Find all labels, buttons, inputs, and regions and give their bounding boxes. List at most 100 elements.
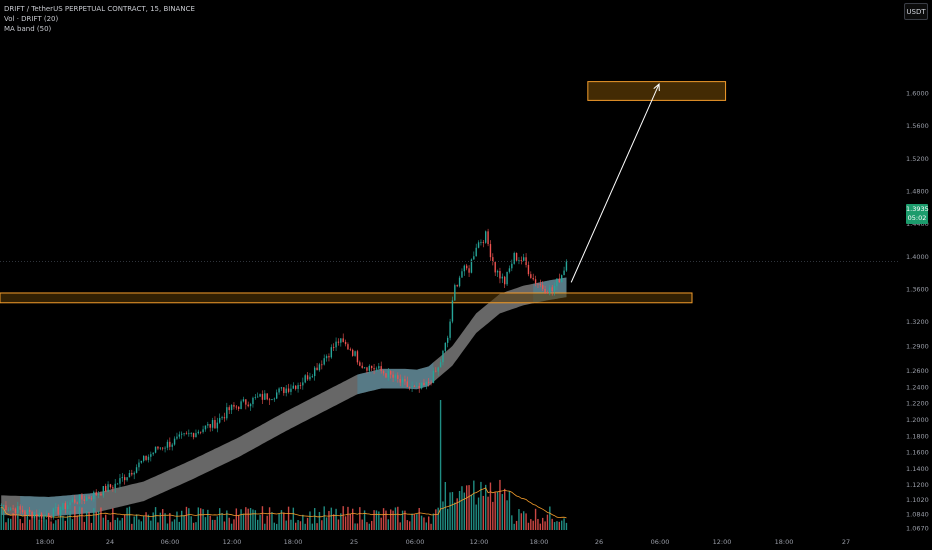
volume-bar xyxy=(347,506,349,530)
candle-body xyxy=(451,300,454,322)
candle-body xyxy=(344,341,347,345)
volume-bar xyxy=(368,523,371,530)
volume-bar xyxy=(233,519,235,530)
time-tick-label: 18:00 xyxy=(530,538,549,546)
candle-body xyxy=(254,397,257,398)
candle-body xyxy=(458,277,461,287)
volume-bar xyxy=(50,521,52,530)
candle-body xyxy=(119,478,121,484)
candle-body xyxy=(325,356,328,359)
candle-body xyxy=(24,512,26,515)
candle-body xyxy=(285,388,287,394)
volume-bar xyxy=(14,514,17,530)
volume-bar xyxy=(523,511,525,530)
legend-volume[interactable]: Vol · DRIFT (20) xyxy=(4,15,59,23)
volume-bar xyxy=(71,519,74,530)
candle-body xyxy=(432,370,435,383)
volume-bar xyxy=(504,488,506,530)
volume-bar xyxy=(430,523,432,530)
candle-body xyxy=(447,337,449,343)
candle-body xyxy=(211,420,214,428)
candle-body xyxy=(273,398,276,400)
price-tick-label: 1.6000 xyxy=(906,90,929,98)
candle-body xyxy=(328,356,330,358)
time-tick-label: 18:00 xyxy=(775,538,794,546)
volume-bar xyxy=(169,513,171,530)
candle-body xyxy=(368,365,371,371)
volume-bar xyxy=(442,501,444,530)
projection-arrow xyxy=(570,83,660,283)
volume-bar xyxy=(143,515,145,530)
legend-symbol[interactable]: DRIFT / TetherUS PERPETUAL CONTRACT, 15,… xyxy=(4,5,195,13)
candle-body xyxy=(133,472,135,475)
price-tick-label: 1.2600 xyxy=(906,367,929,375)
candle-body xyxy=(95,491,97,495)
volume-bar xyxy=(409,521,411,530)
volume-bar xyxy=(107,519,109,530)
candle-body xyxy=(475,247,477,257)
volume-bar xyxy=(335,508,337,530)
candle-body xyxy=(449,321,451,338)
volume-bar xyxy=(539,523,542,530)
volume-bar xyxy=(356,523,359,530)
volume-bar xyxy=(352,508,354,530)
legend-ma[interactable]: MA band (50) xyxy=(4,25,52,33)
volume-bar xyxy=(2,510,5,530)
candle-body xyxy=(226,407,228,419)
volume-bar xyxy=(221,513,223,530)
volume-bar xyxy=(549,506,551,530)
candle-body xyxy=(116,483,119,485)
candle-body xyxy=(21,509,24,513)
candle-body xyxy=(394,375,397,378)
price-tick-label: 1.2000 xyxy=(906,416,929,424)
candle-body xyxy=(112,487,114,489)
price-tick-label: 1.5600 xyxy=(906,122,929,130)
time-tick-label: 24 xyxy=(106,538,114,546)
candle-body xyxy=(147,456,150,460)
volume-bar xyxy=(7,518,10,530)
candle-body xyxy=(470,259,473,273)
volume-bar xyxy=(411,513,413,530)
volume-bar xyxy=(295,522,297,530)
volume-bar xyxy=(268,507,271,530)
candle-body xyxy=(553,285,556,291)
volume-bar xyxy=(135,514,138,530)
currency-button[interactable]: USDT xyxy=(904,3,928,20)
volume-bar xyxy=(390,509,392,530)
projection-arrow-head xyxy=(653,83,660,92)
candle-body xyxy=(337,341,340,343)
volume-bar xyxy=(532,520,534,530)
candle-body xyxy=(321,364,323,366)
volume-bar xyxy=(349,513,352,530)
target-zone xyxy=(587,81,727,101)
volume-bar xyxy=(276,523,278,530)
volume-bar xyxy=(216,516,219,530)
volume-bar xyxy=(226,510,228,530)
volume-bar xyxy=(83,521,86,530)
volume-bar xyxy=(487,496,489,530)
candle-body xyxy=(401,379,404,383)
price-tick-label: 1.1200 xyxy=(906,481,929,489)
candle-body xyxy=(62,503,64,510)
volume-bar xyxy=(299,521,302,530)
candle-body xyxy=(192,433,195,438)
volume-bar xyxy=(359,507,361,530)
price-axis[interactable]: 1.6000 1.5600 1.5200 1.4800 1.4400 1.4000 1.36… xyxy=(906,90,929,533)
candle-body xyxy=(439,362,442,368)
candle-body xyxy=(40,513,43,519)
candle-body xyxy=(171,444,173,447)
candle-body xyxy=(397,375,399,379)
candle-body xyxy=(290,388,292,392)
time-axis[interactable]: 18:00 24 06:00 12:00 18:00 25 06:00 12:00 18:00 2… xyxy=(36,538,851,546)
price-tick-label: 1.4800 xyxy=(906,187,929,195)
volume-bar xyxy=(57,519,59,530)
candle-body xyxy=(347,344,349,350)
candle-body xyxy=(266,393,268,400)
candle-body xyxy=(283,387,285,394)
volume-bar xyxy=(394,507,397,530)
volume-bar xyxy=(38,519,40,530)
candles xyxy=(0,228,568,523)
candle-body xyxy=(387,371,390,378)
volume-bar xyxy=(447,508,449,530)
